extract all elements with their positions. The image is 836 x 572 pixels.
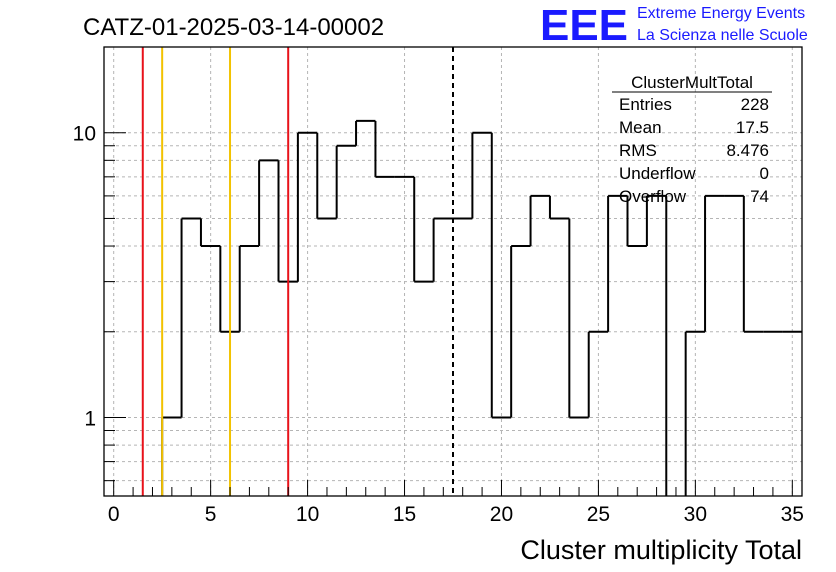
x-tick-label: 25 [587, 503, 610, 526]
stats-row-label: Overflow [619, 187, 687, 206]
stats-row-label: Entries [619, 95, 672, 114]
y-tick-label: 1 [84, 407, 96, 430]
stats-row-value: 8.476 [726, 141, 769, 160]
logo-line-2: La Scienza nelle Scuole [637, 27, 808, 44]
logo-line-1: Extreme Energy Events [637, 5, 805, 22]
y-tick-label: 10 [73, 123, 96, 146]
x-tick-label: 0 [108, 503, 120, 526]
stats-row-label: Mean [619, 118, 662, 137]
x-tick-label: 10 [296, 503, 319, 526]
stats-rows: Entries 228 Mean 17.5 RMS 8.476 Underflow 0 Over… [619, 95, 769, 206]
x-tick-label: 15 [393, 503, 416, 526]
x-tick-label: 30 [684, 503, 707, 526]
x-tick-label: 20 [490, 503, 513, 526]
stats-row-value: 228 [741, 95, 769, 114]
eee-logo: EEE Extreme Energy Events La Scienza nel… [540, 1, 808, 50]
tick-labels: 0 5 10 15 20 25 30 35 1 10 [73, 123, 804, 526]
chart-title: CATZ-01-2025-03-14-00002 [83, 14, 384, 41]
stats-row-value: 74 [750, 187, 769, 206]
x-tick-label: 5 [205, 503, 217, 526]
stats-row-label: RMS [619, 141, 657, 160]
x-axis-label: Cluster multiplicity Total [520, 535, 802, 565]
stats-box: ClusterMultTotal Entries 228 Mean 17.5 RMS 8.… [612, 73, 772, 206]
marker-lines [141, 47, 454, 496]
stats-row-label: Underflow [619, 164, 696, 183]
histogram-series [161, 119, 802, 496]
x-tick-label: 35 [781, 503, 804, 526]
logo-mark: EEE [540, 1, 628, 50]
stats-title: ClusterMultTotal [631, 73, 753, 92]
plot-frame [103, 46, 803, 497]
stats-row-value: 0 [760, 164, 769, 183]
stats-row-value: 17.5 [736, 118, 769, 137]
axis-ticks [104, 46, 793, 496]
